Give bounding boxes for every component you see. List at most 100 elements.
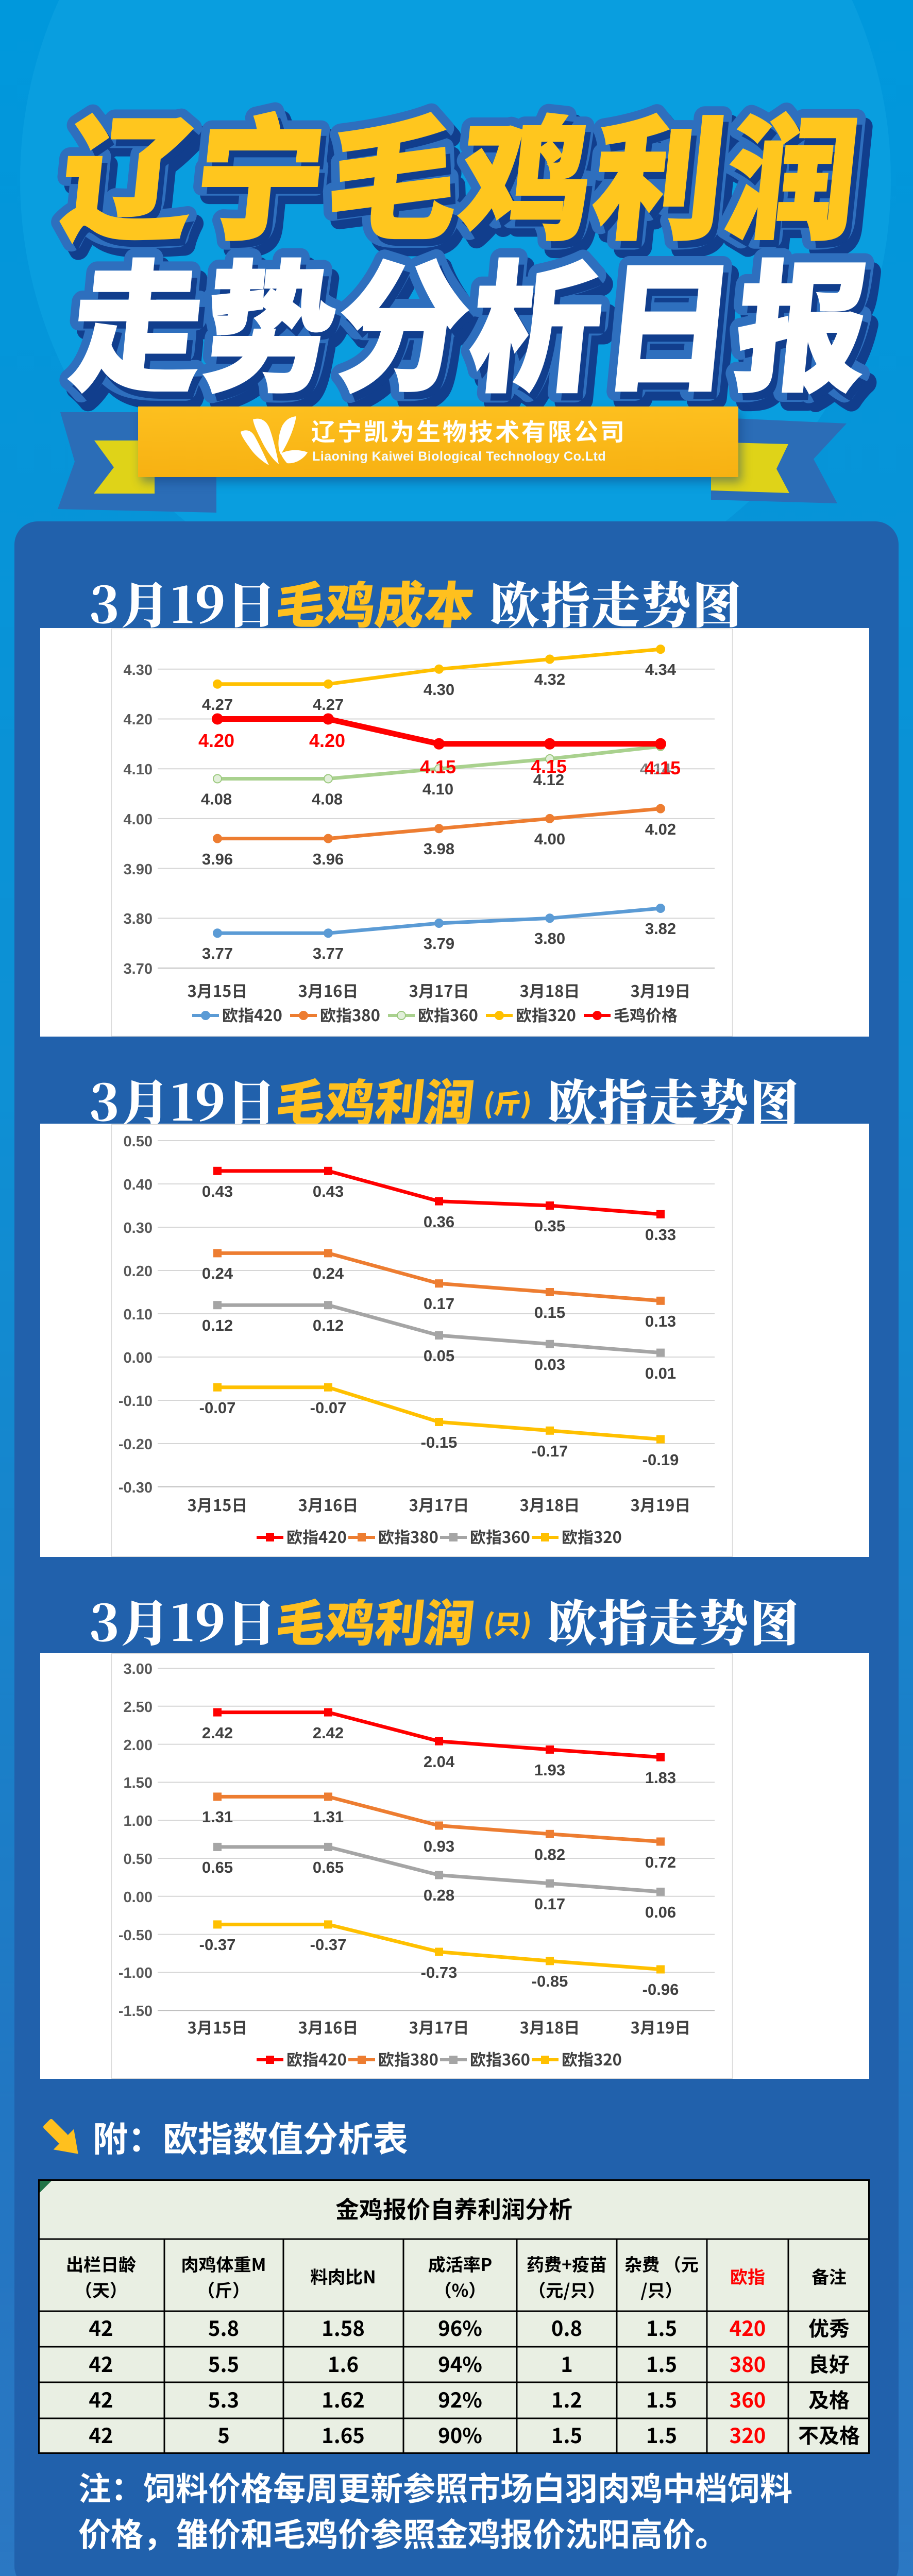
svg-text:-0.37: -0.37	[199, 1936, 236, 1954]
svg-text:欧指420: 欧指420	[286, 2047, 347, 2070]
svg-text:走势分析日报: 走势分析日报	[63, 216, 881, 419]
svg-text:辽宁毛鸡利润: 辽宁毛鸡利润	[61, 82, 878, 274]
svg-text:3月19日: 3月19日	[631, 2015, 691, 2038]
svg-text:4.02: 4.02	[645, 820, 676, 838]
svg-text:-0.07: -0.07	[310, 1399, 347, 1417]
svg-text:5: 5	[217, 2419, 230, 2449]
svg-text:0.65: 0.65	[313, 1858, 344, 1876]
svg-text:96%: 96%	[438, 2312, 482, 2342]
svg-text:3.82: 3.82	[645, 920, 676, 938]
svg-text:1.58: 1.58	[322, 2312, 365, 2342]
svg-text:3月16日: 3月16日	[298, 2015, 359, 2038]
svg-text:走势分析日报: 走势分析日报	[63, 216, 881, 419]
svg-text:欧指360: 欧指360	[470, 2047, 530, 2070]
svg-text:-0.37: -0.37	[310, 1936, 347, 1954]
svg-text:杂费 （元: 杂费 （元	[624, 2251, 699, 2276]
svg-text:2.42: 2.42	[202, 1724, 233, 1742]
svg-text:1.31: 1.31	[202, 1808, 233, 1826]
svg-text:-1.00: -1.00	[119, 1965, 153, 1981]
svg-text:欧指360: 欧指360	[470, 1524, 530, 1548]
svg-text:/只）: /只）	[640, 2277, 682, 2302]
svg-text:4.30: 4.30	[424, 681, 454, 699]
svg-text:0.30: 0.30	[124, 1220, 153, 1236]
svg-text:（天）: （天）	[75, 2277, 127, 2302]
svg-text:3.79: 3.79	[424, 935, 454, 953]
svg-text:2.04: 2.04	[424, 1753, 455, 1771]
svg-text:0.65: 0.65	[202, 1858, 233, 1876]
svg-text:0.06: 0.06	[645, 1903, 676, 1921]
svg-text:42: 42	[89, 2419, 113, 2449]
svg-text:3.90: 3.90	[124, 861, 153, 878]
svg-text:-0.10: -0.10	[119, 1393, 153, 1410]
svg-text:欧指320: 欧指320	[562, 2047, 622, 2070]
svg-text:1.5: 1.5	[551, 2419, 582, 2449]
svg-text:4.27: 4.27	[313, 696, 344, 714]
svg-text:辽宁毛鸡利润: 辽宁毛鸡利润	[54, 74, 871, 266]
svg-text:0.28: 0.28	[424, 1886, 454, 1904]
svg-text:0.24: 0.24	[313, 1264, 344, 1282]
svg-text:0.13: 0.13	[645, 1312, 676, 1330]
svg-text:辽宁毛鸡利润: 辽宁毛鸡利润	[54, 74, 871, 266]
svg-text:0.33: 0.33	[645, 1226, 676, 1244]
svg-text:欧指380: 欧指380	[320, 1003, 380, 1026]
svg-text:4.15: 4.15	[645, 757, 681, 778]
svg-text:3月18日: 3月18日	[520, 1493, 580, 1516]
svg-text:2.42: 2.42	[313, 1724, 344, 1742]
svg-text:0.17: 0.17	[424, 1295, 454, 1313]
svg-text:欧指320: 欧指320	[516, 1003, 576, 1026]
svg-text:4.15: 4.15	[420, 756, 456, 777]
svg-text:2.50: 2.50	[124, 1699, 153, 1716]
svg-text:0.35: 0.35	[534, 1217, 565, 1235]
svg-text:4.00: 4.00	[534, 830, 565, 848]
svg-text:4.32: 4.32	[534, 670, 565, 688]
svg-text:1.5: 1.5	[646, 2419, 677, 2449]
svg-text:0.20: 0.20	[124, 1263, 153, 1280]
svg-text:欧指420: 欧指420	[286, 1524, 347, 1548]
svg-text:0.05: 0.05	[424, 1347, 454, 1365]
svg-text:欧指320: 欧指320	[562, 1524, 622, 1548]
svg-text:1.31: 1.31	[313, 1808, 344, 1826]
svg-text:-0.20: -0.20	[119, 1436, 153, 1453]
svg-text:380: 380	[730, 2348, 766, 2378]
svg-text:3月18日: 3月18日	[520, 978, 580, 1002]
svg-text:0.40: 0.40	[124, 1177, 153, 1193]
svg-text:3.80: 3.80	[124, 911, 153, 927]
svg-text:4.12: 4.12	[533, 771, 564, 789]
svg-text:3.96: 3.96	[313, 850, 344, 868]
svg-text:420: 420	[730, 2312, 766, 2342]
svg-text:走势分析日报: 走势分析日报	[69, 223, 886, 426]
svg-text:4.27: 4.27	[202, 696, 233, 714]
svg-text:0.10: 0.10	[124, 1307, 153, 1323]
svg-text:-0.17: -0.17	[532, 1442, 568, 1460]
svg-text:3.77: 3.77	[202, 944, 233, 962]
svg-text:走势分析日报: 走势分析日报	[71, 225, 888, 428]
svg-text:42: 42	[89, 2348, 113, 2378]
svg-text:320: 320	[730, 2419, 766, 2449]
svg-text:4.20: 4.20	[198, 730, 234, 751]
svg-text:欧指: 欧指	[730, 2263, 765, 2289]
svg-text:4.20: 4.20	[309, 730, 345, 751]
svg-text:1.62: 1.62	[322, 2384, 365, 2414]
svg-text:42: 42	[89, 2312, 113, 2342]
svg-text:-0.85: -0.85	[532, 1972, 568, 1990]
svg-text:出栏日龄: 出栏日龄	[66, 2251, 136, 2276]
svg-text:欧指420: 欧指420	[222, 1003, 282, 1026]
svg-text:4.10: 4.10	[422, 780, 453, 798]
svg-text:欧指380: 欧指380	[378, 2047, 438, 2070]
svg-text:92%: 92%	[438, 2384, 482, 2414]
svg-text:3.80: 3.80	[534, 929, 565, 947]
svg-text:及格: 及格	[808, 2384, 850, 2414]
svg-text:料肉比N: 料肉比N	[310, 2263, 376, 2289]
svg-text:辽宁毛鸡利润: 辽宁毛鸡利润	[59, 80, 876, 273]
svg-text:肉鸡体重M: 肉鸡体重M	[181, 2251, 266, 2276]
svg-text:0.50: 0.50	[124, 1133, 153, 1150]
svg-text:（斤）: （斤）	[197, 2277, 250, 2302]
svg-text:0.00: 0.00	[124, 1350, 153, 1366]
svg-text:0.12: 0.12	[313, 1316, 344, 1334]
svg-text:90%: 90%	[438, 2419, 482, 2449]
svg-text:-0.50: -0.50	[119, 1927, 153, 1944]
svg-text:0.8: 0.8	[551, 2312, 582, 2342]
svg-text:3.00: 3.00	[124, 1661, 153, 1677]
svg-text:3月18日: 3月18日	[520, 2015, 580, 2038]
svg-text:1.5: 1.5	[646, 2348, 677, 2378]
